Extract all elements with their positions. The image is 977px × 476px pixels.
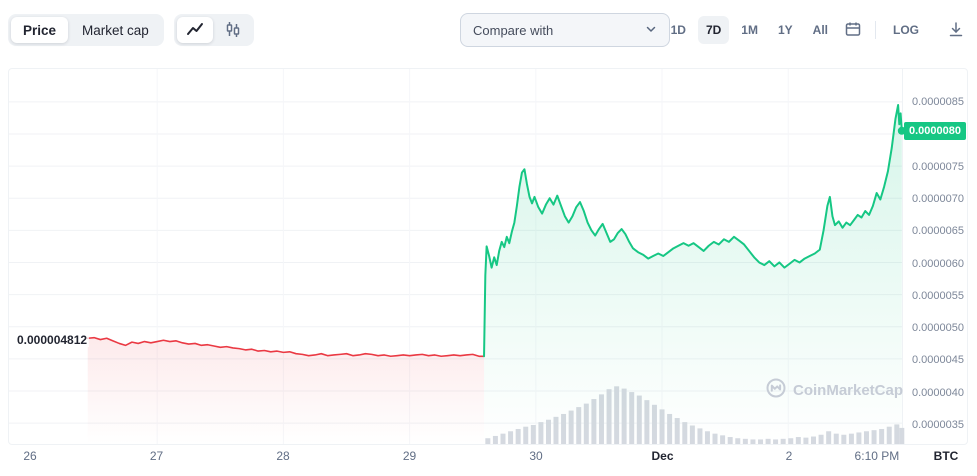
range-button-7d[interactable]: 7D	[697, 16, 730, 44]
x-axis-tick-label: Dec	[651, 449, 674, 463]
x-axis-tick-label: 29	[402, 449, 417, 463]
range-buttons-group: 1D 7D 1M 1Y All	[663, 16, 836, 44]
log-scale-button[interactable]: LOG	[885, 16, 927, 44]
chart-card: 0.000004812 CoinMarketCap 0.0000085 0.000…	[8, 68, 968, 445]
area-fill-down	[87, 337, 485, 444]
range-button-1d[interactable]: 1D	[663, 16, 694, 44]
x-axis-tick-label: 30	[529, 449, 543, 463]
chart-toolbar: Price Market cap	[8, 13, 969, 47]
price-line-down	[86, 336, 485, 358]
compare-with-label: Compare with	[473, 22, 554, 38]
plot-area[interactable]: 0.000004812 CoinMarketCap	[9, 69, 906, 444]
price-line-up	[483, 104, 903, 358]
last-price-badge: 0.0000080	[904, 122, 966, 141]
y-axis-tick-label: 0.0000055	[912, 289, 964, 302]
y-axis-tick-label: 0.0000085	[912, 96, 964, 108]
calendar-icon	[844, 20, 862, 41]
y-axis-tick-label: 0.0000065	[912, 225, 964, 238]
watermark-text: CoinMarketCap	[793, 381, 904, 399]
x-axis-tick-label: 2	[785, 449, 793, 463]
chevron-down-icon	[645, 23, 657, 38]
range-button-1y[interactable]: 1Y	[770, 16, 801, 44]
candlestick-chart-type-button[interactable]	[215, 17, 251, 43]
download-icon	[947, 20, 965, 41]
calendar-button[interactable]	[840, 16, 866, 45]
range-button-1m[interactable]: 1M	[733, 16, 766, 44]
y-axis-tick-label: 0.0000075	[912, 160, 964, 173]
line-chart-icon	[186, 20, 204, 41]
price-marketcap-toggle: Price Market cap	[8, 14, 164, 46]
x-axis: BTC 26 27 28 29 30 Dec 2 6:10 PM	[8, 449, 968, 465]
y-axis-tick-label: 0.0000060	[912, 257, 964, 270]
coinmarketcap-watermark: CoinMarketCap	[765, 377, 903, 403]
toolbar-divider	[875, 21, 876, 39]
price-toggle-button[interactable]: Price	[11, 17, 69, 43]
y-axis-tick-label: 0.0000070	[912, 192, 964, 205]
chart-type-toggle	[173, 14, 254, 46]
candlestick-icon	[224, 20, 242, 41]
last-price-dot	[897, 126, 906, 135]
open-price-annotation: 0.000004812	[15, 333, 90, 348]
y-axis-tick-label: 0.0000045	[912, 354, 964, 367]
y-axis-tick-label: 0.0000035	[912, 419, 964, 431]
market-cap-toggle-button[interactable]: Market cap	[70, 17, 161, 43]
y-axis: 0.0000085 0.0000080 0.0000075 0.0000070 0.00…	[903, 69, 967, 444]
coinmarketcap-logo-icon	[765, 377, 787, 403]
compare-with-dropdown[interactable]: Compare with	[460, 13, 670, 47]
range-button-all[interactable]: All	[805, 16, 836, 44]
x-axis-tick-label: 27	[149, 449, 164, 463]
x-axis-tick-label: 6:10 PM	[854, 449, 900, 463]
x-axis-tick-label: 26	[23, 449, 37, 463]
axis-unit-label: BTC	[933, 449, 959, 463]
range-selector: 1D 7D 1M 1Y All LOG	[663, 16, 969, 45]
y-axis-tick-label: 0.0000040	[912, 386, 964, 399]
price-chart[interactable]	[9, 69, 906, 444]
y-axis-tick-label: 0.0000050	[912, 322, 964, 335]
area-fill-up	[484, 105, 902, 444]
download-button[interactable]	[943, 16, 969, 45]
line-chart-type-button[interactable]	[176, 17, 213, 43]
x-axis-tick-label: 28	[276, 449, 290, 463]
